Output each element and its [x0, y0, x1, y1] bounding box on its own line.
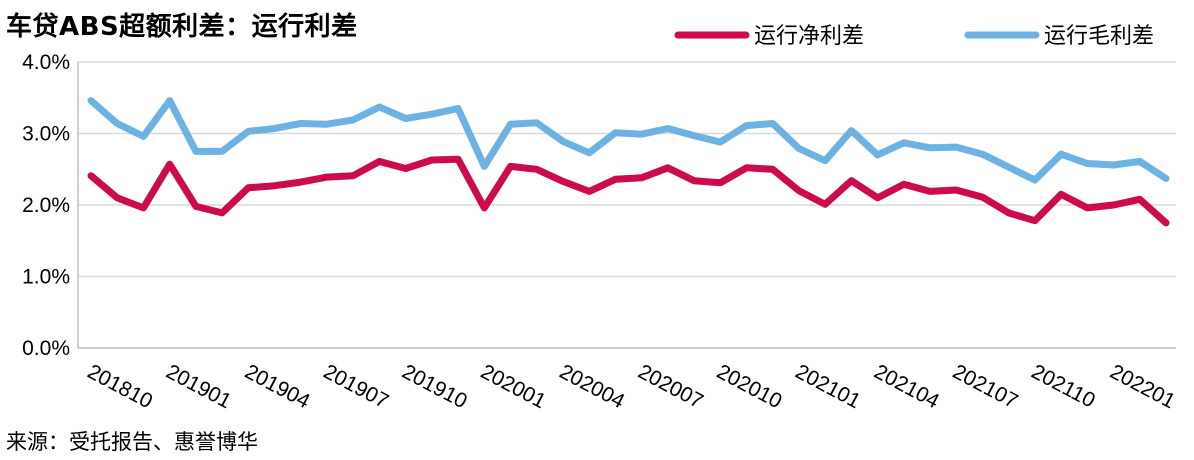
y-axis-tick-labels: 0.0% 1.0% 2.0% 3.0% 4.0% [22, 51, 70, 360]
series-lines [87, 97, 1170, 227]
x-tick-label: 202007 [634, 360, 707, 413]
x-tick-label: 202110 [1028, 360, 1099, 412]
x-tick-label: 202010 [713, 360, 786, 413]
x-tick-label: 202004 [556, 360, 629, 413]
x-tick-label: 201904 [241, 360, 314, 413]
series-line [87, 155, 1170, 227]
x-tick-label: 202107 [949, 360, 1022, 413]
legend-label: 运行毛利差 [1044, 24, 1154, 49]
y-tick-label: 1.0% [22, 266, 70, 289]
x-tick-label: 201901 [162, 360, 235, 413]
x-tick-label: 201810 [84, 360, 157, 413]
y-tick-label: 0.0% [22, 337, 70, 360]
legend: 运行净利差 运行毛利差 [674, 24, 1154, 49]
x-tick-label: 201907 [320, 360, 393, 413]
y-tick-label: 2.0% [22, 194, 70, 217]
x-axis-tick-labels: 201810 201901 201904 201907 201910 202001 2020… [84, 360, 1179, 413]
axes [77, 62, 1176, 349]
x-tick-label: 202001 [477, 360, 550, 413]
x-tick-label: 202101 [792, 360, 865, 413]
series-line [87, 97, 1170, 184]
x-tick-label: 201910 [398, 360, 471, 413]
chart-title: 车贷ABS超额利差：运行利差 [6, 12, 358, 42]
y-tick-label: 3.0% [22, 123, 70, 146]
x-tick-label: 202201 [1106, 360, 1179, 413]
y-tick-label: 4.0% [22, 51, 70, 74]
legend-label: 运行净利差 [754, 24, 864, 49]
x-tick-label: 202104 [870, 360, 943, 413]
source-note: 来源：受托报告、惠誉博华 [6, 430, 258, 454]
